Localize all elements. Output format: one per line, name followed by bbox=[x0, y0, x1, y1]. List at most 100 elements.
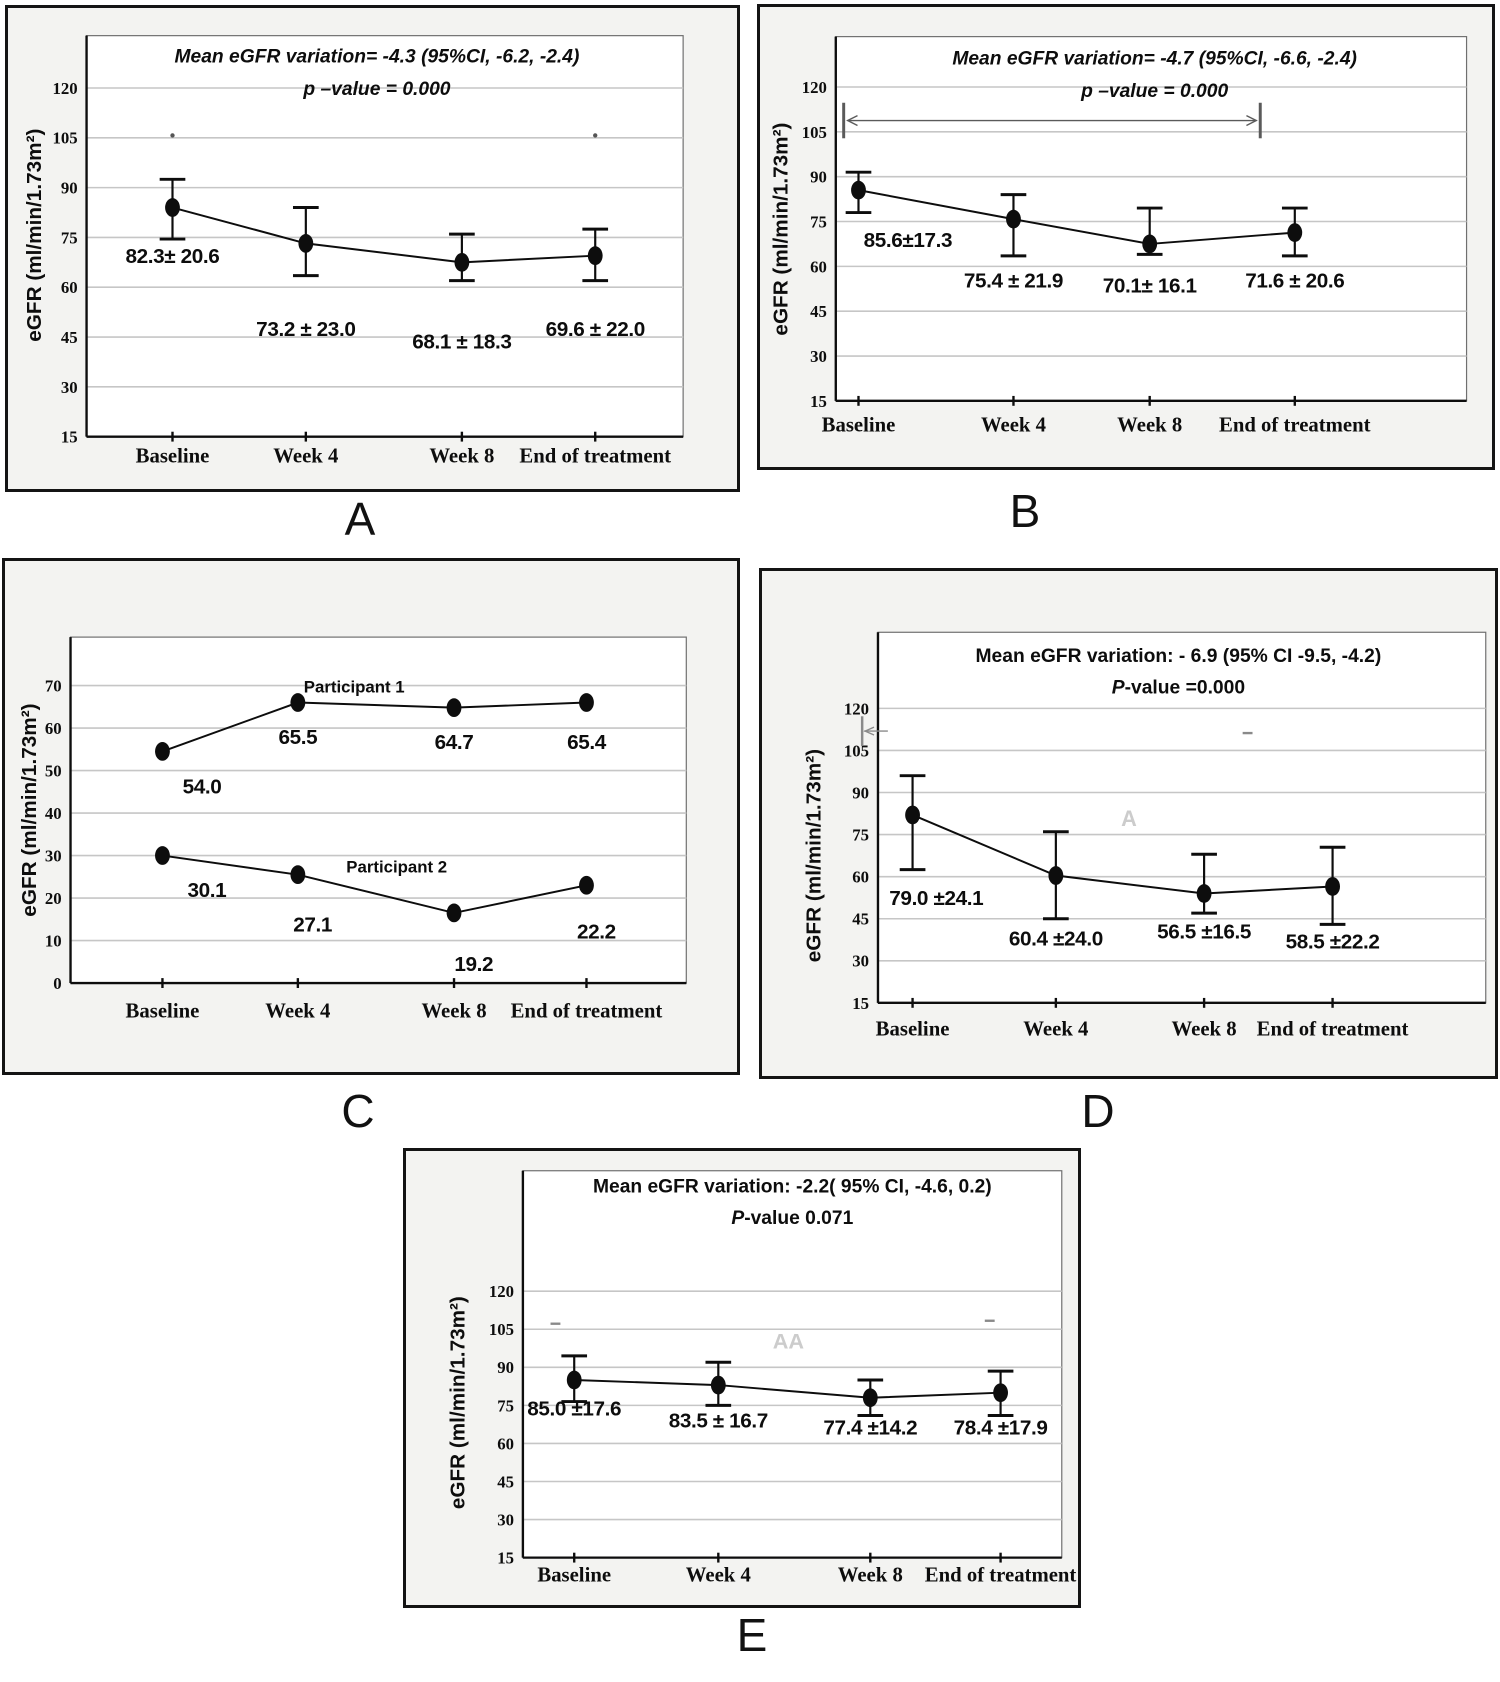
svg-text:30: 30 bbox=[45, 846, 62, 865]
svg-text:Baseline: Baseline bbox=[126, 1001, 200, 1023]
panel-b: 15 30 45 60 75 90 105 120 Baseline Week 4 Week 8 En… bbox=[757, 4, 1495, 470]
svg-text:105: 105 bbox=[844, 741, 869, 760]
chart-e: 15 30 45 60 75 90 105 120 Baseline Week 4 Week 8 En… bbox=[447, 1170, 1077, 1586]
svg-text:73.2 ± 23.0: 73.2 ± 23.0 bbox=[256, 318, 355, 341]
svg-text:Baseline: Baseline bbox=[537, 1564, 611, 1586]
panel-c: 0 10 20 30 40 50 60 70 Baseline Week 4 Week 8 End o… bbox=[2, 558, 740, 1075]
chart-d: 15 30 45 60 75 90 105 120 Baseline Week 4 Week 8 En… bbox=[803, 631, 1487, 1040]
panel-letter-d: D bbox=[1081, 1085, 1115, 1137]
svg-text:0: 0 bbox=[53, 974, 61, 993]
svg-text:45: 45 bbox=[810, 302, 827, 321]
svg-text:75: 75 bbox=[852, 826, 869, 845]
svg-text:90: 90 bbox=[61, 179, 78, 198]
svg-text:70: 70 bbox=[45, 676, 62, 695]
svg-text:120: 120 bbox=[489, 1282, 514, 1301]
svg-text:60: 60 bbox=[810, 257, 827, 276]
svg-text:19.2: 19.2 bbox=[454, 953, 493, 976]
svg-text:Week 8: Week 8 bbox=[1117, 414, 1182, 436]
svg-text:85.6±17.3: 85.6±17.3 bbox=[864, 229, 952, 252]
svg-text:79.0 ±24.1: 79.0 ±24.1 bbox=[889, 887, 983, 910]
svg-text:75: 75 bbox=[61, 228, 78, 247]
chart-c: 0 10 20 30 40 50 60 70 Baseline Week 4 Week 8 End o… bbox=[18, 636, 687, 1023]
svg-text:90: 90 bbox=[810, 168, 827, 187]
svg-text:10: 10 bbox=[45, 931, 62, 950]
svg-text:30: 30 bbox=[61, 378, 78, 397]
svg-text:120: 120 bbox=[802, 78, 827, 97]
svg-text:45: 45 bbox=[852, 910, 869, 929]
panel-letter-e: E bbox=[736, 1609, 768, 1661]
svg-text:90: 90 bbox=[852, 783, 869, 802]
svg-text:End of treatment: End of treatment bbox=[1219, 414, 1371, 436]
svg-text:68.1 ± 18.3: 68.1 ± 18.3 bbox=[412, 331, 511, 354]
svg-text:69.6 ± 22.0: 69.6 ± 22.0 bbox=[546, 318, 645, 341]
svg-text:Baseline: Baseline bbox=[822, 414, 896, 436]
svg-text:64.7: 64.7 bbox=[435, 731, 474, 754]
svg-text:Week 4: Week 4 bbox=[686, 1564, 751, 1586]
svg-text:End of treatment: End of treatment bbox=[519, 445, 671, 467]
svg-text:105: 105 bbox=[53, 129, 78, 148]
svg-text:70.1± 16.1: 70.1± 16.1 bbox=[1103, 274, 1197, 297]
svg-text:Baseline: Baseline bbox=[876, 1018, 950, 1040]
svg-text:54.0: 54.0 bbox=[183, 775, 222, 798]
svg-text:p –value = 0.000: p –value = 0.000 bbox=[1080, 81, 1228, 102]
svg-text:105: 105 bbox=[802, 123, 827, 142]
svg-text:75: 75 bbox=[497, 1396, 514, 1415]
svg-text:15: 15 bbox=[61, 428, 78, 447]
svg-text:Week 4: Week 4 bbox=[1023, 1018, 1088, 1040]
svg-text:77.4 ±14.2: 77.4 ±14.2 bbox=[823, 1416, 917, 1439]
svg-text:Mean eGFR variation= -4.3 (95%: Mean eGFR variation= -4.3 (95%CI, -6.2, … bbox=[174, 46, 579, 67]
svg-text:30: 30 bbox=[497, 1510, 514, 1529]
svg-text:Mean eGFR variation: - 6.9 (95: Mean eGFR variation: - 6.9 (95% CI -9.5,… bbox=[976, 646, 1382, 667]
svg-text:90: 90 bbox=[497, 1358, 514, 1377]
svg-text:27.1: 27.1 bbox=[293, 914, 332, 937]
svg-text:56.5 ±16.5: 56.5 ±16.5 bbox=[1157, 921, 1251, 944]
svg-text:eGFR (ml/min/1.73m²): eGFR (ml/min/1.73m²) bbox=[447, 1296, 470, 1509]
svg-text:15: 15 bbox=[497, 1549, 514, 1568]
svg-text:15: 15 bbox=[810, 392, 827, 411]
panel-e: 15 30 45 60 75 90 105 120 Baseline Week 4 Week 8 En… bbox=[403, 1148, 1081, 1608]
svg-text:65.4: 65.4 bbox=[567, 731, 607, 754]
svg-text:Week 8: Week 8 bbox=[838, 1564, 903, 1586]
svg-text:58.5 ±22.2: 58.5 ±22.2 bbox=[1286, 931, 1380, 954]
svg-text:85.0 ±17.6: 85.0 ±17.6 bbox=[527, 1398, 621, 1421]
svg-text:60: 60 bbox=[852, 868, 869, 887]
svg-text:P-value 0.071: P-value 0.071 bbox=[731, 1208, 853, 1229]
panel-letter-a: A bbox=[344, 493, 376, 545]
svg-text:83.5 ± 16.7: 83.5 ± 16.7 bbox=[669, 1409, 768, 1432]
chart-a: 15 30 45 60 75 90 105 120 Baseline Week 4 Week 8 En… bbox=[23, 35, 684, 467]
svg-text:22.2: 22.2 bbox=[577, 921, 616, 944]
svg-text:60: 60 bbox=[61, 278, 78, 297]
svg-text:60: 60 bbox=[497, 1434, 514, 1453]
svg-text:82.3± 20.6: 82.3± 20.6 bbox=[126, 245, 220, 268]
panel-letter-b: B bbox=[1009, 485, 1041, 537]
svg-text:60.4 ±24.0: 60.4 ±24.0 bbox=[1009, 928, 1103, 951]
svg-text:eGFR (ml/min/1.73m²): eGFR (ml/min/1.73m²) bbox=[769, 123, 792, 336]
svg-text:30: 30 bbox=[810, 347, 827, 366]
svg-text:Mean eGFR variation= -4.7 (95%: Mean eGFR variation= -4.7 (95%CI, -6.6, … bbox=[952, 48, 1357, 69]
svg-text:Week 4: Week 4 bbox=[273, 445, 338, 467]
svg-text:End of treatment: End of treatment bbox=[1257, 1018, 1409, 1040]
svg-text:Participant 2: Participant 2 bbox=[346, 857, 447, 876]
svg-text:75.4 ± 21.9: 75.4 ± 21.9 bbox=[964, 269, 1063, 292]
svg-text:40: 40 bbox=[45, 804, 62, 823]
svg-text:End of treatment: End of treatment bbox=[511, 1001, 663, 1023]
svg-text:15: 15 bbox=[852, 994, 869, 1013]
svg-text:71.6 ± 20.6: 71.6 ± 20.6 bbox=[1245, 269, 1344, 292]
svg-text:Week 8: Week 8 bbox=[429, 445, 494, 467]
svg-text:AA: AA bbox=[773, 1328, 805, 1353]
svg-text:50: 50 bbox=[45, 761, 62, 780]
svg-text:45: 45 bbox=[61, 328, 78, 347]
svg-text:A: A bbox=[1121, 806, 1137, 831]
svg-text:Mean eGFR variation: -2.2( 95%: Mean eGFR variation: -2.2( 95% CI, -4.6,… bbox=[593, 1176, 992, 1197]
svg-text:45: 45 bbox=[497, 1472, 514, 1491]
svg-text:30: 30 bbox=[852, 952, 869, 971]
panel-a: 15 30 45 60 75 90 105 120 Baseline Week 4 Week 8 En… bbox=[5, 5, 740, 492]
chart-b: 15 30 45 60 75 90 105 120 Baseline Week 4 Week 8 En… bbox=[769, 36, 1468, 436]
svg-text:Baseline: Baseline bbox=[136, 445, 210, 467]
svg-text:P-value =0.000: P-value =0.000 bbox=[1112, 678, 1245, 699]
svg-text:End of treatment: End of treatment bbox=[925, 1564, 1077, 1586]
svg-text:65.5: 65.5 bbox=[278, 726, 317, 749]
svg-text:eGFR (ml/min/1.73m²): eGFR (ml/min/1.73m²) bbox=[803, 749, 826, 962]
svg-text:eGFR (ml/min/1.73m²): eGFR (ml/min/1.73m²) bbox=[18, 703, 41, 916]
